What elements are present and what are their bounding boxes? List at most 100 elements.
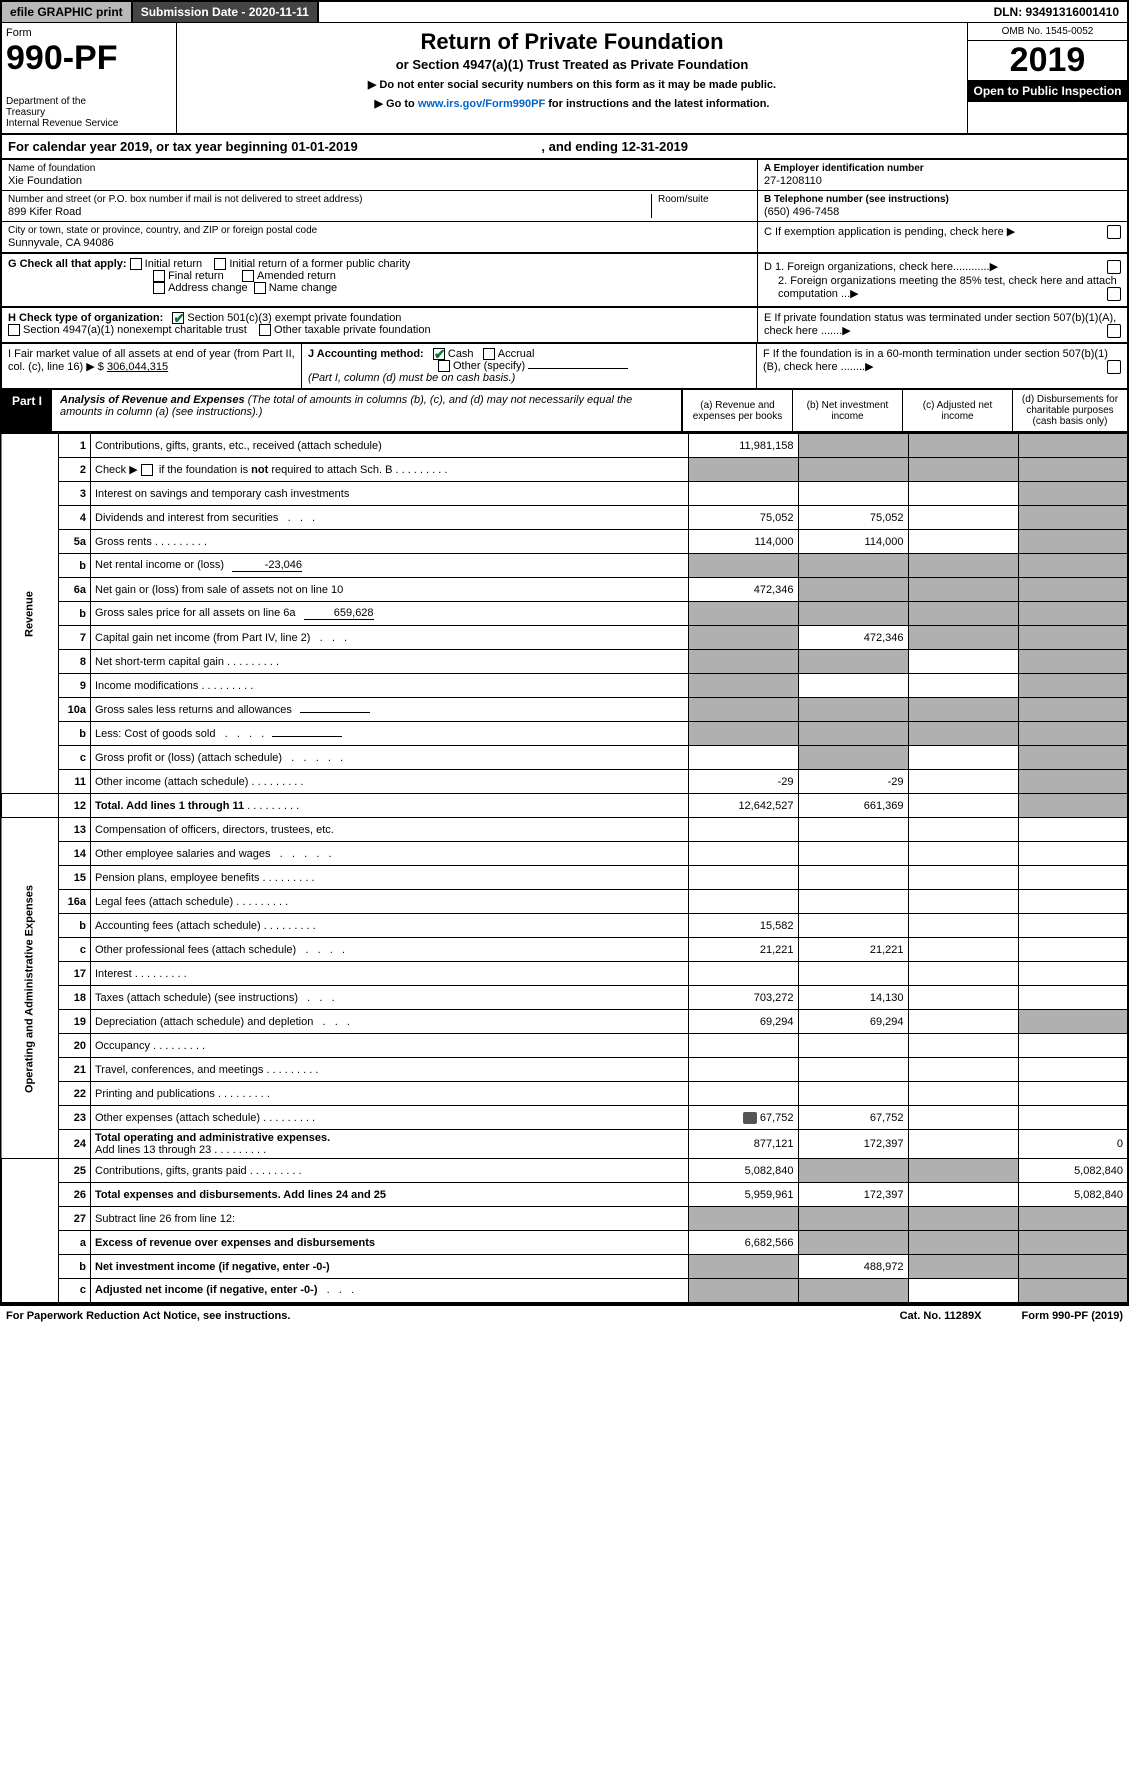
inspection-badge: Open to Public Inspection (968, 80, 1127, 102)
row-25: Contributions, gifts, grants paid (91, 1159, 689, 1183)
name-label: Name of foundation (8, 163, 751, 174)
fmv-amount: 306,044,315 (107, 361, 168, 373)
row-16a: Legal fees (attach schedule) (91, 890, 689, 914)
row-16c: Other professional fees (attach schedule… (91, 938, 689, 962)
row-27: Subtract line 26 from line 12: (91, 1207, 689, 1231)
row-1: Contributions, gifts, grants, etc., rece… (91, 434, 689, 458)
form-note-1: ▶ Do not enter social security numbers o… (183, 78, 961, 91)
row-15: Pension plans, employee benefits (91, 866, 689, 890)
cb-amended[interactable] (242, 270, 254, 282)
cb-other-taxable[interactable] (259, 324, 271, 336)
top-bar: efile GRAPHIC print Submission Date - 20… (0, 0, 1129, 23)
room-label: Room/suite (658, 194, 751, 205)
row-16b: Accounting fees (attach schedule) (91, 914, 689, 938)
row-6b: Gross sales price for all assets on line… (91, 602, 689, 626)
check-section-g: G Check all that apply: Initial return I… (0, 254, 1129, 308)
row-14: Other employee salaries and wages . . . … (91, 842, 689, 866)
cal-begin: For calendar year 2019, or tax year begi… (8, 139, 358, 154)
row-26: Total expenses and disbursements. Add li… (91, 1183, 689, 1207)
row-20: Occupancy (91, 1034, 689, 1058)
form-note-2: ▶ Go to www.irs.gov/Form990PF for instru… (183, 97, 961, 110)
d2-label: 2. Foreign organizations meeting the 85%… (778, 275, 1117, 300)
col-c-header: (c) Adjusted net income (902, 390, 1012, 431)
dept-label: Department of theTreasuryInternal Revenu… (6, 96, 172, 129)
e-label: E If private foundation status was termi… (764, 312, 1116, 337)
row-10a: Gross sales less returns and allowances (91, 698, 689, 722)
part1-tab: Part I (2, 390, 52, 431)
cb-addr-change[interactable] (153, 282, 165, 294)
irs-link[interactable]: www.irs.gov/Form990PF (418, 98, 545, 110)
cat-no: Cat. No. 11289X (900, 1310, 982, 1322)
row-17: Interest (91, 962, 689, 986)
f-checkbox[interactable] (1107, 360, 1121, 374)
d1-checkbox[interactable] (1107, 260, 1121, 274)
foundation-name: Xie Foundation (8, 175, 751, 187)
row-24: Total operating and administrative expen… (91, 1130, 689, 1159)
row-3: Interest on savings and temporary cash i… (91, 482, 689, 506)
j-label: J Accounting method: (308, 348, 424, 360)
row-27a: Excess of revenue over expenses and disb… (91, 1231, 689, 1255)
form-word: Form (6, 27, 172, 39)
row-6a: Net gain or (loss) from sale of assets n… (91, 578, 689, 602)
d2-checkbox[interactable] (1107, 287, 1121, 301)
col-a-header: (a) Revenue and expenses per books (682, 390, 792, 431)
col-d-header: (d) Disbursements for charitable purpose… (1012, 390, 1127, 431)
part1-title: Analysis of Revenue and Expenses (60, 394, 245, 406)
row-21: Travel, conferences, and meetings (91, 1058, 689, 1082)
row-12: Total. Add lines 1 through 11 (91, 794, 689, 818)
attach-icon[interactable] (743, 1112, 757, 1124)
row-10b: Less: Cost of goods sold . . . . (91, 722, 689, 746)
street-address: 899 Kifer Road (8, 206, 651, 218)
tel-value: (650) 496-7458 (764, 206, 1121, 218)
omb-number: OMB No. 1545-0052 (968, 23, 1127, 41)
city-state-zip: Sunnyvale, CA 94086 (8, 237, 751, 249)
e-checkbox[interactable] (1107, 324, 1121, 338)
cb-final[interactable] (153, 270, 165, 282)
ein-label: A Employer identification number (764, 163, 1121, 174)
fmv-row: I Fair market value of all assets at end… (0, 344, 1129, 390)
cb-4947[interactable] (8, 324, 20, 336)
cal-end: , and ending 12-31-2019 (541, 139, 688, 154)
cb-name-change[interactable] (254, 282, 266, 294)
cb-501c3[interactable] (172, 312, 184, 324)
col-b-header: (b) Net investment income (792, 390, 902, 431)
addr-label: Number and street (or P.O. box number if… (8, 194, 651, 205)
row-11: Other income (attach schedule) (91, 770, 689, 794)
h-label: H Check type of organization: (8, 312, 163, 324)
cb-other-method[interactable] (438, 360, 450, 372)
row-5b: Net rental income or (loss)-23,046 (91, 554, 689, 578)
row-22: Printing and publications (91, 1082, 689, 1106)
tax-year: 2019 (968, 41, 1127, 80)
row-5a: Gross rents (91, 530, 689, 554)
row-27b: Net investment income (if negative, ente… (91, 1255, 689, 1279)
form-title: Return of Private Foundation (183, 29, 961, 55)
row-2: Check ▶ if the foundation is not require… (91, 458, 689, 482)
d1-label: D 1. Foreign organizations, check here..… (764, 261, 990, 273)
g-label: G Check all that apply: (8, 258, 127, 270)
identity-block: Name of foundation Xie Foundation Number… (0, 160, 1129, 254)
cb-sch-b[interactable] (141, 464, 153, 476)
row-7: Capital gain net income (from Part IV, l… (91, 626, 689, 650)
city-label: City or town, state or province, country… (8, 225, 751, 236)
dln: DLN: 93491316001410 (986, 2, 1127, 22)
cb-accrual[interactable] (483, 348, 495, 360)
c-checkbox[interactable] (1107, 225, 1121, 239)
row-8: Net short-term capital gain (91, 650, 689, 674)
row-23: Other expenses (attach schedule) (91, 1106, 689, 1130)
ein-value: 27-1208110 (764, 175, 1121, 187)
j-note: (Part I, column (d) must be on cash basi… (308, 372, 515, 384)
form-ref: Form 990-PF (2019) (1022, 1310, 1124, 1322)
row-18: Taxes (attach schedule) (see instruction… (91, 986, 689, 1010)
row-13: Compensation of officers, directors, tru… (91, 818, 689, 842)
tel-label: B Telephone number (see instructions) (764, 194, 1121, 205)
row-4: Dividends and interest from securities .… (91, 506, 689, 530)
cb-cash[interactable] (433, 348, 445, 360)
part1-table: Revenue 1Contributions, gifts, grants, e… (0, 433, 1129, 1304)
form-subtitle: or Section 4947(a)(1) Trust Treated as P… (183, 57, 961, 72)
expenses-side-label: Operating and Administrative Expenses (1, 818, 59, 1159)
row-9: Income modifications (91, 674, 689, 698)
cb-initial-pub[interactable] (214, 258, 226, 270)
cb-initial[interactable] (130, 258, 142, 270)
revenue-side-label: Revenue (1, 434, 59, 794)
check-section-h: H Check type of organization: Section 50… (0, 308, 1129, 344)
